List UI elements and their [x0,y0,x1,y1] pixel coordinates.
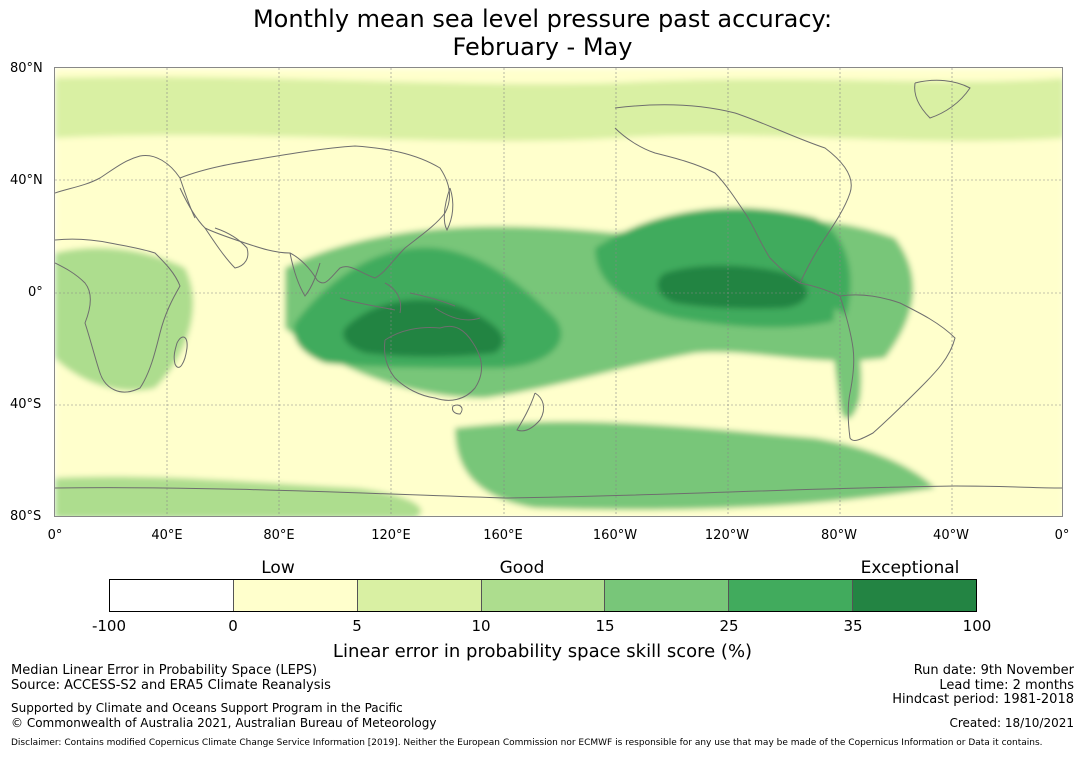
legend-bin-0 [110,580,234,611]
legend-tick-label: -100 [91,617,127,635]
coast-asia [179,145,451,284]
lon-label-160w: 160°W [592,528,638,543]
lon-label-120w: 120°W [704,528,750,543]
lat-label-80s: 80°S [10,509,42,524]
coast-japan [443,187,454,232]
title-line-2: February - May [452,33,633,61]
lat-label-80n: 80°N [10,61,43,76]
shade-southern-ocean-west [55,476,422,516]
graticule [55,68,1062,516]
coast-tasmania [452,404,463,415]
legend-tick-label: 5 [352,617,362,635]
footer-method: Median Linear Error in Probability Space… [11,663,318,678]
legend-bin-5 [729,580,854,611]
shade-south-america [832,308,862,419]
legend-bin-2 [357,580,482,611]
legend-tick-label: 25 [719,617,739,635]
legend-tick-label: 100 [962,617,992,635]
shade-maritime-core [343,299,504,357]
legend-category-exceptional: Exceptional [860,558,960,578]
skill-map [54,67,1063,517]
legend-bin-1 [233,580,358,611]
footer-run-date: Run date: 9th November [913,663,1074,678]
coast-north-america [614,104,852,284]
lon-label-80w: 80°W [821,528,857,543]
coastlines [55,79,1062,499]
chart-title: Monthly mean sea level pressure past acc… [0,5,1085,61]
lat-label-40n: 40°N [10,173,43,188]
lon-label-160e: 160°E [483,528,523,543]
coast-india [289,252,321,297]
shade-pacific-core [657,265,808,309]
lon-label-0: 0° [47,528,63,543]
footer-support: Supported by Climate and Oceans Support … [11,701,403,715]
coast-central-america [799,282,841,297]
legend-bin-6 [853,580,977,611]
footer-created: Created: 18/10/2021 [949,716,1074,730]
lon-label-40e: 40°E [151,528,183,543]
lat-label-40s: 40°S [10,397,42,412]
legend-category-low: Low [261,558,295,578]
footer-copyright: © Commonwealth of Australia 2021, Austra… [11,716,437,730]
title-line-1: Monthly mean sea level pressure past acc… [252,5,833,33]
legend-tick-label: 10 [471,617,491,635]
coast-new-zealand [516,392,545,432]
shade-southern-ocean [455,421,935,510]
footer-disclaimer: Disclaimer: Contains modified Copernicus… [11,738,1043,748]
footer-hindcast: Hindcast period: 1981-2018 [892,692,1074,707]
legend-tick-label: 15 [595,617,615,635]
coast-europe [55,154,196,219]
lat-label-0: 0° [28,285,43,300]
legend-category-good: Good [499,558,545,578]
shade-north-midlat [55,76,1062,141]
lon-label-80e: 80°E [263,528,295,543]
legend-axis-label: Linear error in probability space skill … [332,641,753,662]
coast-australia [384,325,482,401]
footer-source: Source: ACCESS-S2 and ERA5 Climate Reana… [11,678,331,693]
lon-label-0-right: 0° [1054,528,1070,543]
coast-south-america [839,294,956,441]
map-canvas [55,68,1062,516]
legend-bin-3 [481,580,606,611]
footer-lead-time: Lead time: 2 months [939,678,1074,693]
coast-arabia [204,227,249,269]
coast-greenland [914,79,971,119]
lon-label-40w: 40°W [933,528,969,543]
lon-label-120e: 120°E [371,528,411,543]
coast-antarctica [55,485,1062,499]
legend-colorbar [109,579,977,612]
legend-tick-label: 0 [228,617,238,635]
coast-indonesia [339,282,481,321]
legend-bin-4 [605,580,730,611]
legend-tick-label: 35 [843,617,863,635]
coast-africa [55,238,181,393]
shade-land-tropics-africa [55,248,194,391]
coast-madagascar [173,336,188,368]
